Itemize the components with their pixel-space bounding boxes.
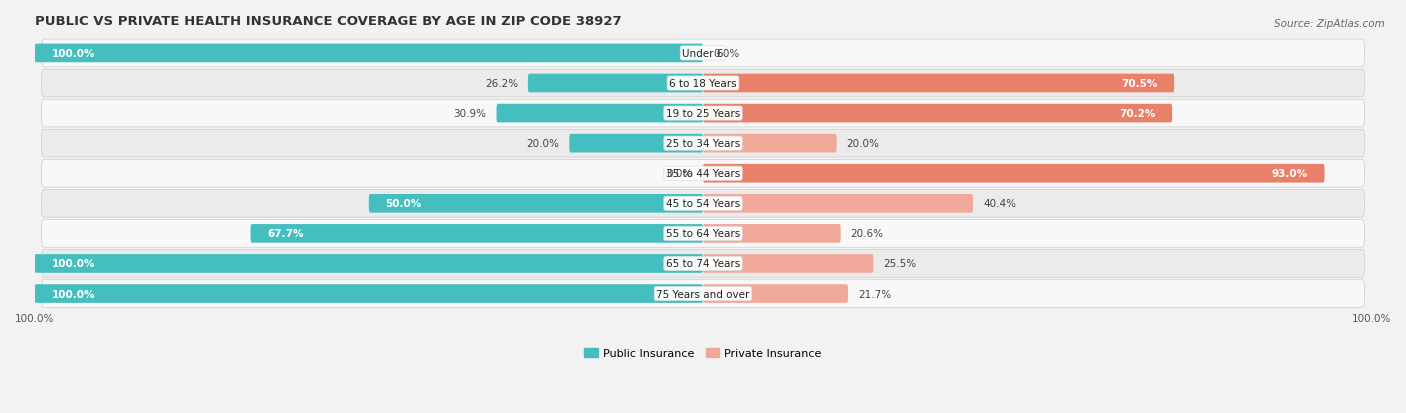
Text: 30.9%: 30.9%	[454, 109, 486, 119]
Text: 93.0%: 93.0%	[1271, 169, 1308, 179]
FancyBboxPatch shape	[527, 74, 703, 93]
Text: 40.4%: 40.4%	[983, 199, 1017, 209]
Text: 0.0%: 0.0%	[666, 169, 693, 179]
FancyBboxPatch shape	[703, 74, 1174, 93]
Text: 35 to 44 Years: 35 to 44 Years	[666, 169, 740, 179]
Text: 45 to 54 Years: 45 to 54 Years	[666, 199, 740, 209]
Text: 65 to 74 Years: 65 to 74 Years	[666, 259, 740, 269]
Text: Under 6: Under 6	[682, 49, 724, 59]
FancyBboxPatch shape	[41, 160, 1365, 188]
FancyBboxPatch shape	[250, 225, 703, 243]
FancyBboxPatch shape	[703, 225, 841, 243]
Text: 70.2%: 70.2%	[1119, 109, 1156, 119]
Text: 67.7%: 67.7%	[267, 229, 304, 239]
Text: 20.6%: 20.6%	[851, 229, 884, 239]
FancyBboxPatch shape	[41, 190, 1365, 218]
Text: 75 Years and over: 75 Years and over	[657, 289, 749, 299]
Legend: Public Insurance, Private Insurance: Public Insurance, Private Insurance	[579, 344, 827, 363]
Text: 50.0%: 50.0%	[385, 199, 422, 209]
Text: 55 to 64 Years: 55 to 64 Years	[666, 229, 740, 239]
Text: 20.0%: 20.0%	[846, 139, 880, 149]
Text: Source: ZipAtlas.com: Source: ZipAtlas.com	[1274, 19, 1385, 28]
Text: 25.5%: 25.5%	[883, 259, 917, 269]
FancyBboxPatch shape	[703, 164, 1324, 183]
Text: 100.0%: 100.0%	[52, 289, 94, 299]
FancyBboxPatch shape	[41, 220, 1365, 248]
FancyBboxPatch shape	[41, 100, 1365, 128]
Text: 21.7%: 21.7%	[858, 289, 891, 299]
Text: PUBLIC VS PRIVATE HEALTH INSURANCE COVERAGE BY AGE IN ZIP CODE 38927: PUBLIC VS PRIVATE HEALTH INSURANCE COVER…	[35, 15, 621, 28]
Text: 0.0%: 0.0%	[713, 49, 740, 59]
FancyBboxPatch shape	[41, 70, 1365, 97]
Text: 20.0%: 20.0%	[526, 139, 560, 149]
FancyBboxPatch shape	[35, 254, 703, 273]
FancyBboxPatch shape	[35, 285, 703, 303]
FancyBboxPatch shape	[368, 195, 703, 213]
Text: 100.0%: 100.0%	[52, 259, 94, 269]
FancyBboxPatch shape	[41, 40, 1365, 68]
FancyBboxPatch shape	[703, 285, 848, 303]
Text: 26.2%: 26.2%	[485, 79, 517, 89]
FancyBboxPatch shape	[41, 250, 1365, 278]
FancyBboxPatch shape	[703, 195, 973, 213]
Text: 100.0%: 100.0%	[52, 49, 94, 59]
Text: 6 to 18 Years: 6 to 18 Years	[669, 79, 737, 89]
FancyBboxPatch shape	[41, 130, 1365, 158]
FancyBboxPatch shape	[496, 104, 703, 123]
FancyBboxPatch shape	[35, 45, 703, 63]
FancyBboxPatch shape	[703, 254, 873, 273]
FancyBboxPatch shape	[703, 135, 837, 153]
Text: 70.5%: 70.5%	[1121, 79, 1157, 89]
FancyBboxPatch shape	[703, 104, 1173, 123]
FancyBboxPatch shape	[569, 135, 703, 153]
Text: 19 to 25 Years: 19 to 25 Years	[666, 109, 740, 119]
FancyBboxPatch shape	[41, 280, 1365, 308]
Text: 25 to 34 Years: 25 to 34 Years	[666, 139, 740, 149]
